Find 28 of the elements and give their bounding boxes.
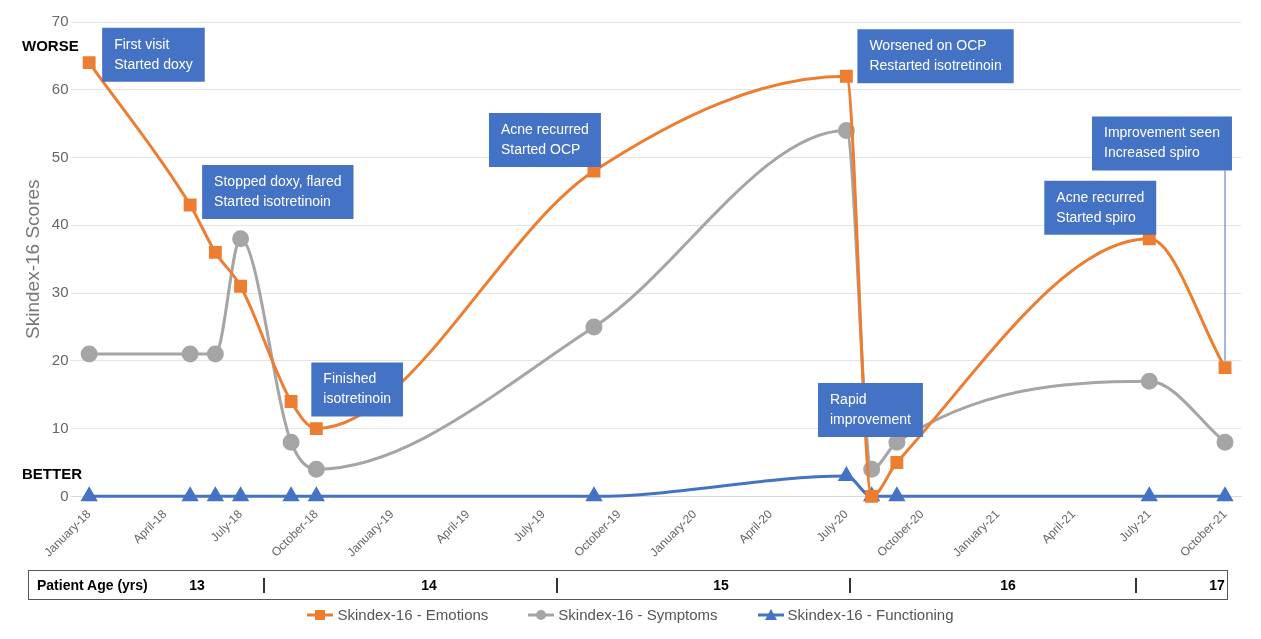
annotation: First visit Started doxy xyxy=(114,35,193,72)
y-tick-label: 60 xyxy=(51,79,69,97)
text: 16 xyxy=(999,577,1017,593)
annotation: Acne recurred Started OCP xyxy=(500,120,589,157)
y-tick-label: 50 xyxy=(51,147,69,165)
legend-label: Skindex-16 - Functioning xyxy=(787,606,954,623)
annotation: Stopped doxy, flared Started isotretinoin xyxy=(214,172,342,209)
text: 13 xyxy=(188,577,206,593)
annotation: BETTER xyxy=(22,464,83,482)
annotation: Rapid improvement xyxy=(830,390,912,427)
annotation: Finished isotretinoin xyxy=(323,370,392,407)
legend-label: Skindex-16 - Symptoms xyxy=(558,606,718,623)
y-tick-label: 30 xyxy=(51,283,69,301)
y-tick-label: 20 xyxy=(51,350,69,368)
annotation: Improvement seen Increased spiro xyxy=(1104,124,1220,161)
text: 17 xyxy=(1208,577,1226,593)
text: 15 xyxy=(712,577,730,593)
annotation: Worsened on OCP Restarted isotretinoin xyxy=(869,37,1002,74)
text: Patient Age (yrs) xyxy=(37,577,148,593)
y-axis-title: Skindex-16 Scores xyxy=(21,179,43,339)
text: 14 xyxy=(420,577,438,593)
y-tick-label: 0 xyxy=(60,486,69,504)
y-tick-label: 40 xyxy=(51,215,69,233)
annotation: WORSE xyxy=(22,37,79,55)
annotation: Acne recurred Started spiro xyxy=(1056,188,1145,225)
y-tick-label: 70 xyxy=(51,12,69,30)
y-tick-label: 10 xyxy=(51,418,69,436)
legend-label: Skindex-16 - Emotions xyxy=(337,606,489,623)
